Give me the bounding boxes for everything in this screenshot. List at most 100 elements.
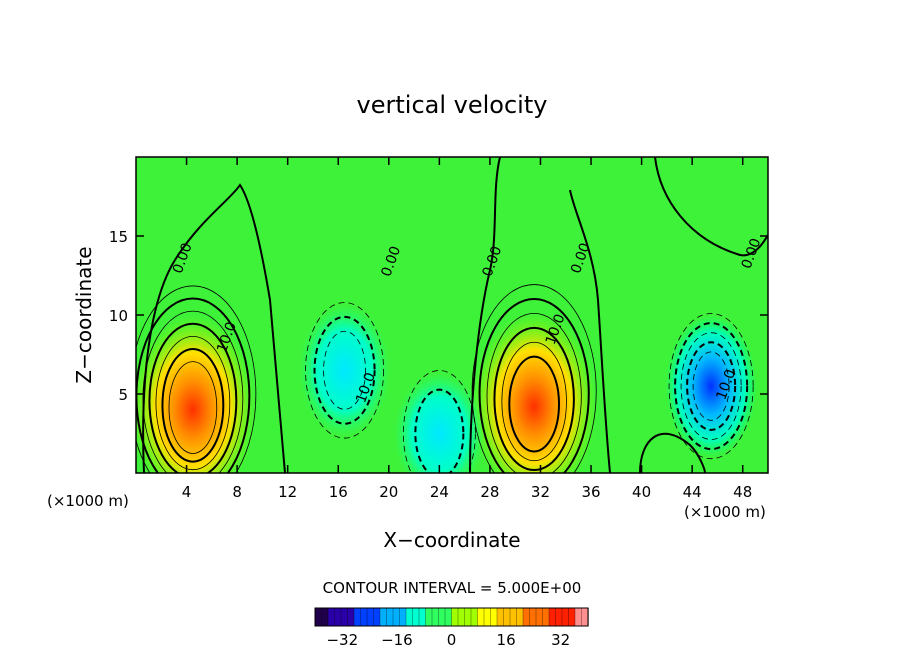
contour-0-5 [155, 335, 231, 471]
colorbar-cell-18 [431, 607, 440, 627]
colorbar-cell-12 [392, 607, 401, 627]
colorbar-cell-5 [347, 607, 355, 627]
colorbar-cell-13 [399, 607, 407, 627]
colorbar-frame [314, 607, 589, 627]
colorbar-cell-0 [314, 607, 323, 627]
contour-2-3 [323, 330, 366, 410]
colorbar-cell-19 [438, 607, 446, 627]
x-tick-label-7: 32 [531, 483, 550, 501]
colorbar-cell-35 [542, 607, 550, 627]
x-tick-label-10: 44 [683, 483, 702, 501]
colorbar-cell-1 [321, 607, 329, 627]
colorbar-tick-4: 32 [551, 631, 570, 649]
colorbar-cell-9 [373, 607, 381, 627]
x-unit-right: (×1000 m) [684, 503, 766, 521]
contour-1-3 [486, 313, 582, 473]
x-tick-label-8: 36 [581, 483, 600, 501]
colorbar-cell-22 [457, 607, 466, 627]
zero-contour-1 [469, 157, 501, 473]
x-tick-label-6: 28 [480, 483, 499, 501]
colorbar [314, 607, 589, 627]
x-tick-label-9: 40 [632, 483, 651, 501]
colorbar-cell-31 [516, 607, 524, 627]
colorbar-cell-8 [366, 607, 375, 627]
colorbar-cell-40 [574, 607, 583, 627]
colorbar-tick-2: 0 [447, 631, 457, 649]
x-tick-label-5: 24 [430, 483, 449, 501]
colorbar-cell-27 [490, 607, 498, 627]
x-tick-label-2: 12 [278, 483, 297, 501]
contour-4-3 [680, 332, 742, 440]
colorbar-tick-1: −16 [381, 631, 413, 649]
downdraft-core-4 [665, 315, 757, 458]
y-tick-label-1: 10 [109, 307, 128, 325]
colorbar-cell-7 [360, 607, 368, 627]
colorbar-cell-41 [581, 607, 589, 627]
y-tick-label-2: 15 [109, 228, 128, 246]
contour-4-1 [668, 313, 754, 460]
contour-3-1 [402, 370, 476, 473]
contour-0-1 [136, 285, 257, 473]
y-tick-label-0: 5 [118, 386, 128, 404]
contour-2-2 [313, 315, 376, 425]
x-tick-label-1: 8 [232, 483, 242, 501]
colorbar-cell-2 [327, 607, 336, 627]
colorbar-tick-0: −32 [326, 631, 358, 649]
colorbar-cell-38 [561, 607, 570, 627]
x-axis: 4 8 12 16 20 24 28 32 36 40 44 48 [182, 157, 752, 501]
contour-1-4 [493, 326, 575, 472]
colorbar-cell-15 [412, 607, 420, 627]
zero-contour-4 [654, 157, 768, 257]
x-tick-label-0: 4 [182, 483, 192, 501]
colorbar-cell-26 [483, 607, 492, 627]
x-tick-label-3: 16 [329, 483, 348, 501]
contour-0-7 [168, 361, 218, 454]
contour-1-6 [508, 355, 560, 453]
colorbar-cell-37 [555, 607, 563, 627]
colorbar-cell-17 [425, 607, 433, 627]
contour-2-1 [305, 302, 384, 439]
colorbar-cell-11 [386, 607, 394, 627]
zero-contour-0 [142, 183, 286, 473]
colorbar-ticks: −32 −16 0 16 32 [326, 631, 570, 649]
colorbar-cell-4 [340, 607, 349, 627]
contour-1-5 [501, 341, 567, 462]
colorbar-cell-23 [464, 607, 472, 627]
colorbar-cell-30 [509, 607, 518, 627]
colorbar-cell-10 [379, 607, 388, 627]
contour-1-2 [478, 298, 590, 473]
downdraft-core-2 [299, 303, 391, 437]
colorbar-cell-36 [548, 607, 557, 627]
x-tick-label-11: 48 [733, 483, 752, 501]
colorbar-cell-25 [477, 607, 485, 627]
contour-interval: CONTOUR INTERVAL = 5.000E+00 [323, 579, 582, 597]
x-unit-left: (×1000 m) [47, 492, 129, 510]
colorbar-cell-33 [529, 607, 537, 627]
colorbar-cell-21 [451, 607, 459, 627]
zero-contour-2 [569, 189, 611, 473]
updraft-core-1 [470, 311, 598, 473]
zero-contour-3 [639, 432, 706, 473]
colorbar-cell-14 [405, 607, 414, 627]
contour-4-4 [686, 341, 737, 431]
colorbar-cell-6 [353, 607, 362, 627]
y-axis: 5 10 15 [109, 228, 768, 404]
chart-title: vertical velocity [357, 91, 548, 119]
contour-0-3 [142, 310, 244, 473]
colorbar-cell-32 [522, 607, 531, 627]
colorbar-cell-28 [496, 607, 505, 627]
contour-0-4 [148, 322, 238, 473]
x-axis-label: X−coordinate [383, 528, 520, 552]
contour-4-5 [692, 351, 730, 421]
colorbar-cell-3 [334, 607, 342, 627]
colorbar-cell-29 [503, 607, 511, 627]
colorbar-cell-34 [535, 607, 544, 627]
x-tick-label-4: 20 [379, 483, 398, 501]
colorbar-tick-3: 16 [497, 631, 516, 649]
contour-0-6 [161, 348, 225, 463]
colorbar-cell-16 [418, 607, 427, 627]
contour-3-2 [414, 388, 465, 473]
colorbar-cell-39 [568, 607, 576, 627]
colorbar-cell-24 [470, 607, 479, 627]
